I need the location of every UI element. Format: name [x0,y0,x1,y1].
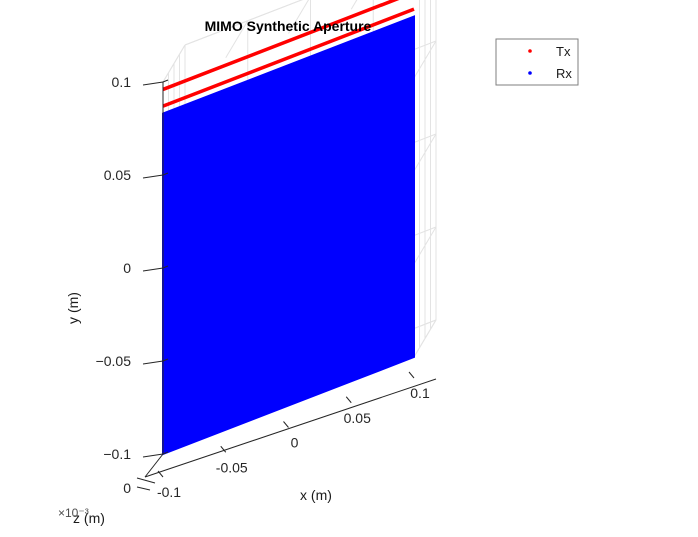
y-axis-label: y (m) [65,292,81,324]
y-tick-outer [143,175,163,178]
x-tick-label: -0.05 [216,459,248,475]
data-layer [163,0,414,454]
legend-label-rx: Rx [556,66,572,81]
y-tick-outer [143,268,163,271]
legend-marker-rx [528,71,532,75]
x-tick-label: 0.05 [344,410,371,426]
x-tick-label: 0.1 [410,385,430,401]
x-axis-label: x (m) [300,487,332,503]
x-tick [346,397,351,403]
y-tick-label: −0.1 [103,446,131,462]
legend-label-tx: Tx [556,44,571,59]
y-tick-outer [143,361,163,364]
z-tick [137,478,155,483]
rx-element-array [163,17,414,454]
y-tick-outer [143,82,163,85]
y-tick-outer [143,454,163,457]
legend-marker-tx [528,49,532,53]
x-tick-label: 0 [291,435,299,451]
y-tick-label: −0.05 [96,353,132,369]
legend: Tx Rx [496,39,578,85]
y-tick-label: 0.05 [104,167,131,183]
z-tick [137,487,150,490]
y-tick-label: 0.1 [112,74,132,90]
chart-title: MIMO Synthetic Aperture [205,18,372,34]
y-tick-label: 0 [123,260,131,276]
z-exponent-label: ×10⁻³ [58,506,89,520]
z-tick-label: 0 [123,480,131,496]
x-tick [284,422,289,428]
x-tick-label: -0.1 [157,484,181,500]
x-tick [409,372,414,378]
